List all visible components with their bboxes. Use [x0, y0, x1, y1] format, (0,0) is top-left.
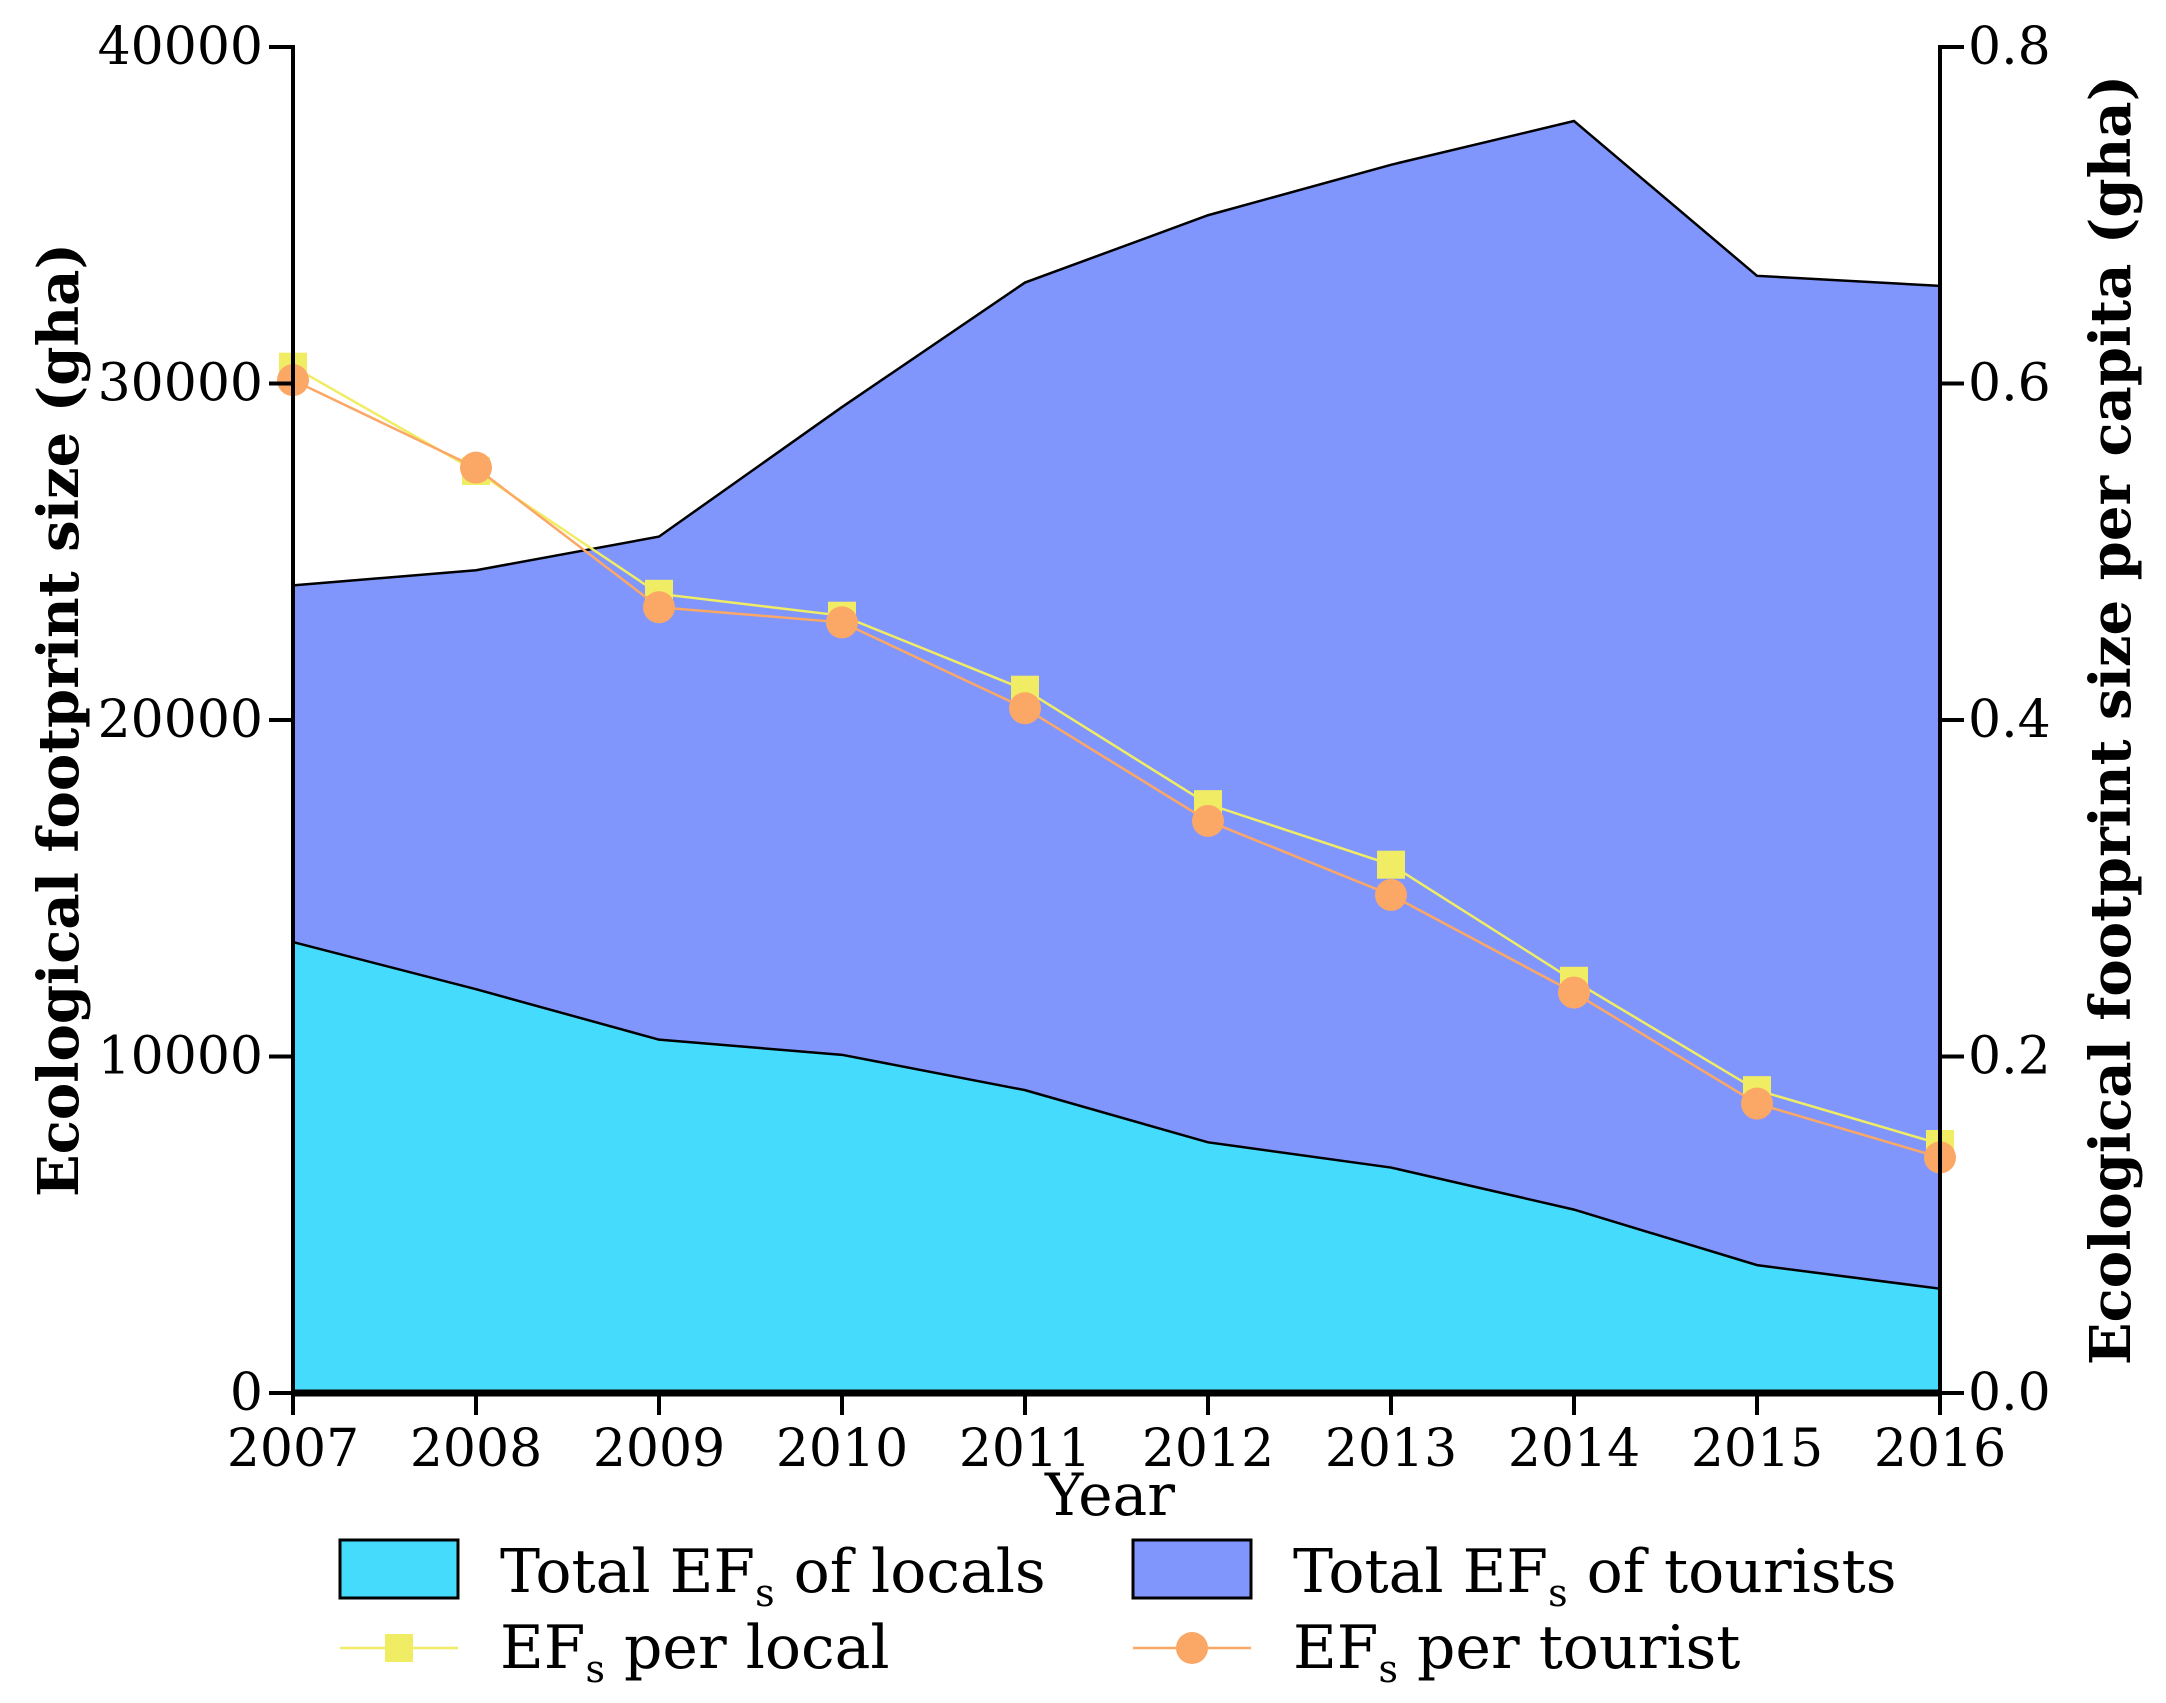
y-right-tick-label: 0.2 — [1968, 1027, 2051, 1087]
x-tick-label: 2012 — [1142, 1419, 1274, 1479]
legend-swatch-of-locals — [338, 1538, 460, 1600]
marker-per-tourist — [643, 591, 675, 624]
marker-per-local — [1377, 850, 1405, 879]
y-left-tick-label: 30000 — [98, 354, 263, 414]
legend-label-of-tourists: Total EFs of tourists — [1293, 1537, 1897, 1615]
marker-per-tourist — [826, 606, 858, 639]
legend-label-per-tourist: EFs per tourist — [1293, 1613, 1740, 1691]
y-right-tick-label: 0.0 — [1968, 1363, 2051, 1423]
legend-marker-per-local — [385, 1634, 413, 1662]
legend-swatch-of-tourists — [1131, 1538, 1253, 1600]
area-outline-of-tourists — [292, 119, 1941, 587]
x-tick-label: 2009 — [593, 1419, 725, 1479]
marker-per-tourist — [1558, 976, 1590, 1009]
marker-per-tourist — [1375, 878, 1407, 911]
marker-per-tourist — [1192, 804, 1224, 837]
legend-label-per-local: EFs per local — [500, 1613, 890, 1691]
y-right-tick-label: 0.4 — [1968, 690, 2051, 750]
line-per-local — [292, 365, 1941, 1146]
marker-per-tourist — [1009, 692, 1041, 725]
x-tick-label: 2014 — [1508, 1419, 1640, 1479]
x-tick-label: 2010 — [776, 1419, 908, 1479]
area-outline-of-locals — [292, 940, 1941, 1290]
x-tick-label: 2007 — [227, 1419, 359, 1479]
y-axis-right-title: Ecological footprint size per capita (gh… — [2078, 75, 2144, 1365]
area-of-locals — [293, 942, 1940, 1393]
marker-per-tourist — [1741, 1087, 1773, 1120]
legend: Total EFs of locals Total EFs of tourists… — [338, 1537, 1897, 1691]
x-tick-label: 2011 — [959, 1419, 1091, 1479]
axes: 0 10000 20000 30000 40000 0.0 0.2 0.4 0.6 0.8 2007… — [98, 17, 2051, 1479]
y-left-tick-label: 20000 — [98, 690, 263, 750]
legend-marker-per-tourist — [1176, 1632, 1208, 1664]
y-right-tick-label: 0.6 — [1968, 354, 2051, 414]
y-left-tick-label: 10000 — [98, 1027, 263, 1087]
x-tick-label: 2013 — [1325, 1419, 1457, 1479]
x-tick-label: 2015 — [1691, 1419, 1823, 1479]
x-tick-label: 2016 — [1874, 1419, 2006, 1479]
y-left-tick-label: 0 — [230, 1363, 263, 1423]
area-layer — [292, 119, 1941, 1393]
x-tick-label: 2008 — [410, 1419, 542, 1479]
y-axis-left-title: Ecological footprint size (gha) — [26, 243, 92, 1197]
legend-label-of-locals: Total EFs of locals — [500, 1537, 1046, 1615]
y-right-tick-label: 0.8 — [1968, 17, 2051, 77]
y-left-tick-label: 40000 — [98, 17, 263, 77]
marker-per-tourist — [460, 451, 492, 484]
line-layer — [277, 352, 1956, 1174]
line-per-tourist — [292, 379, 1941, 1159]
x-axis-title: Year — [1044, 1461, 1175, 1529]
